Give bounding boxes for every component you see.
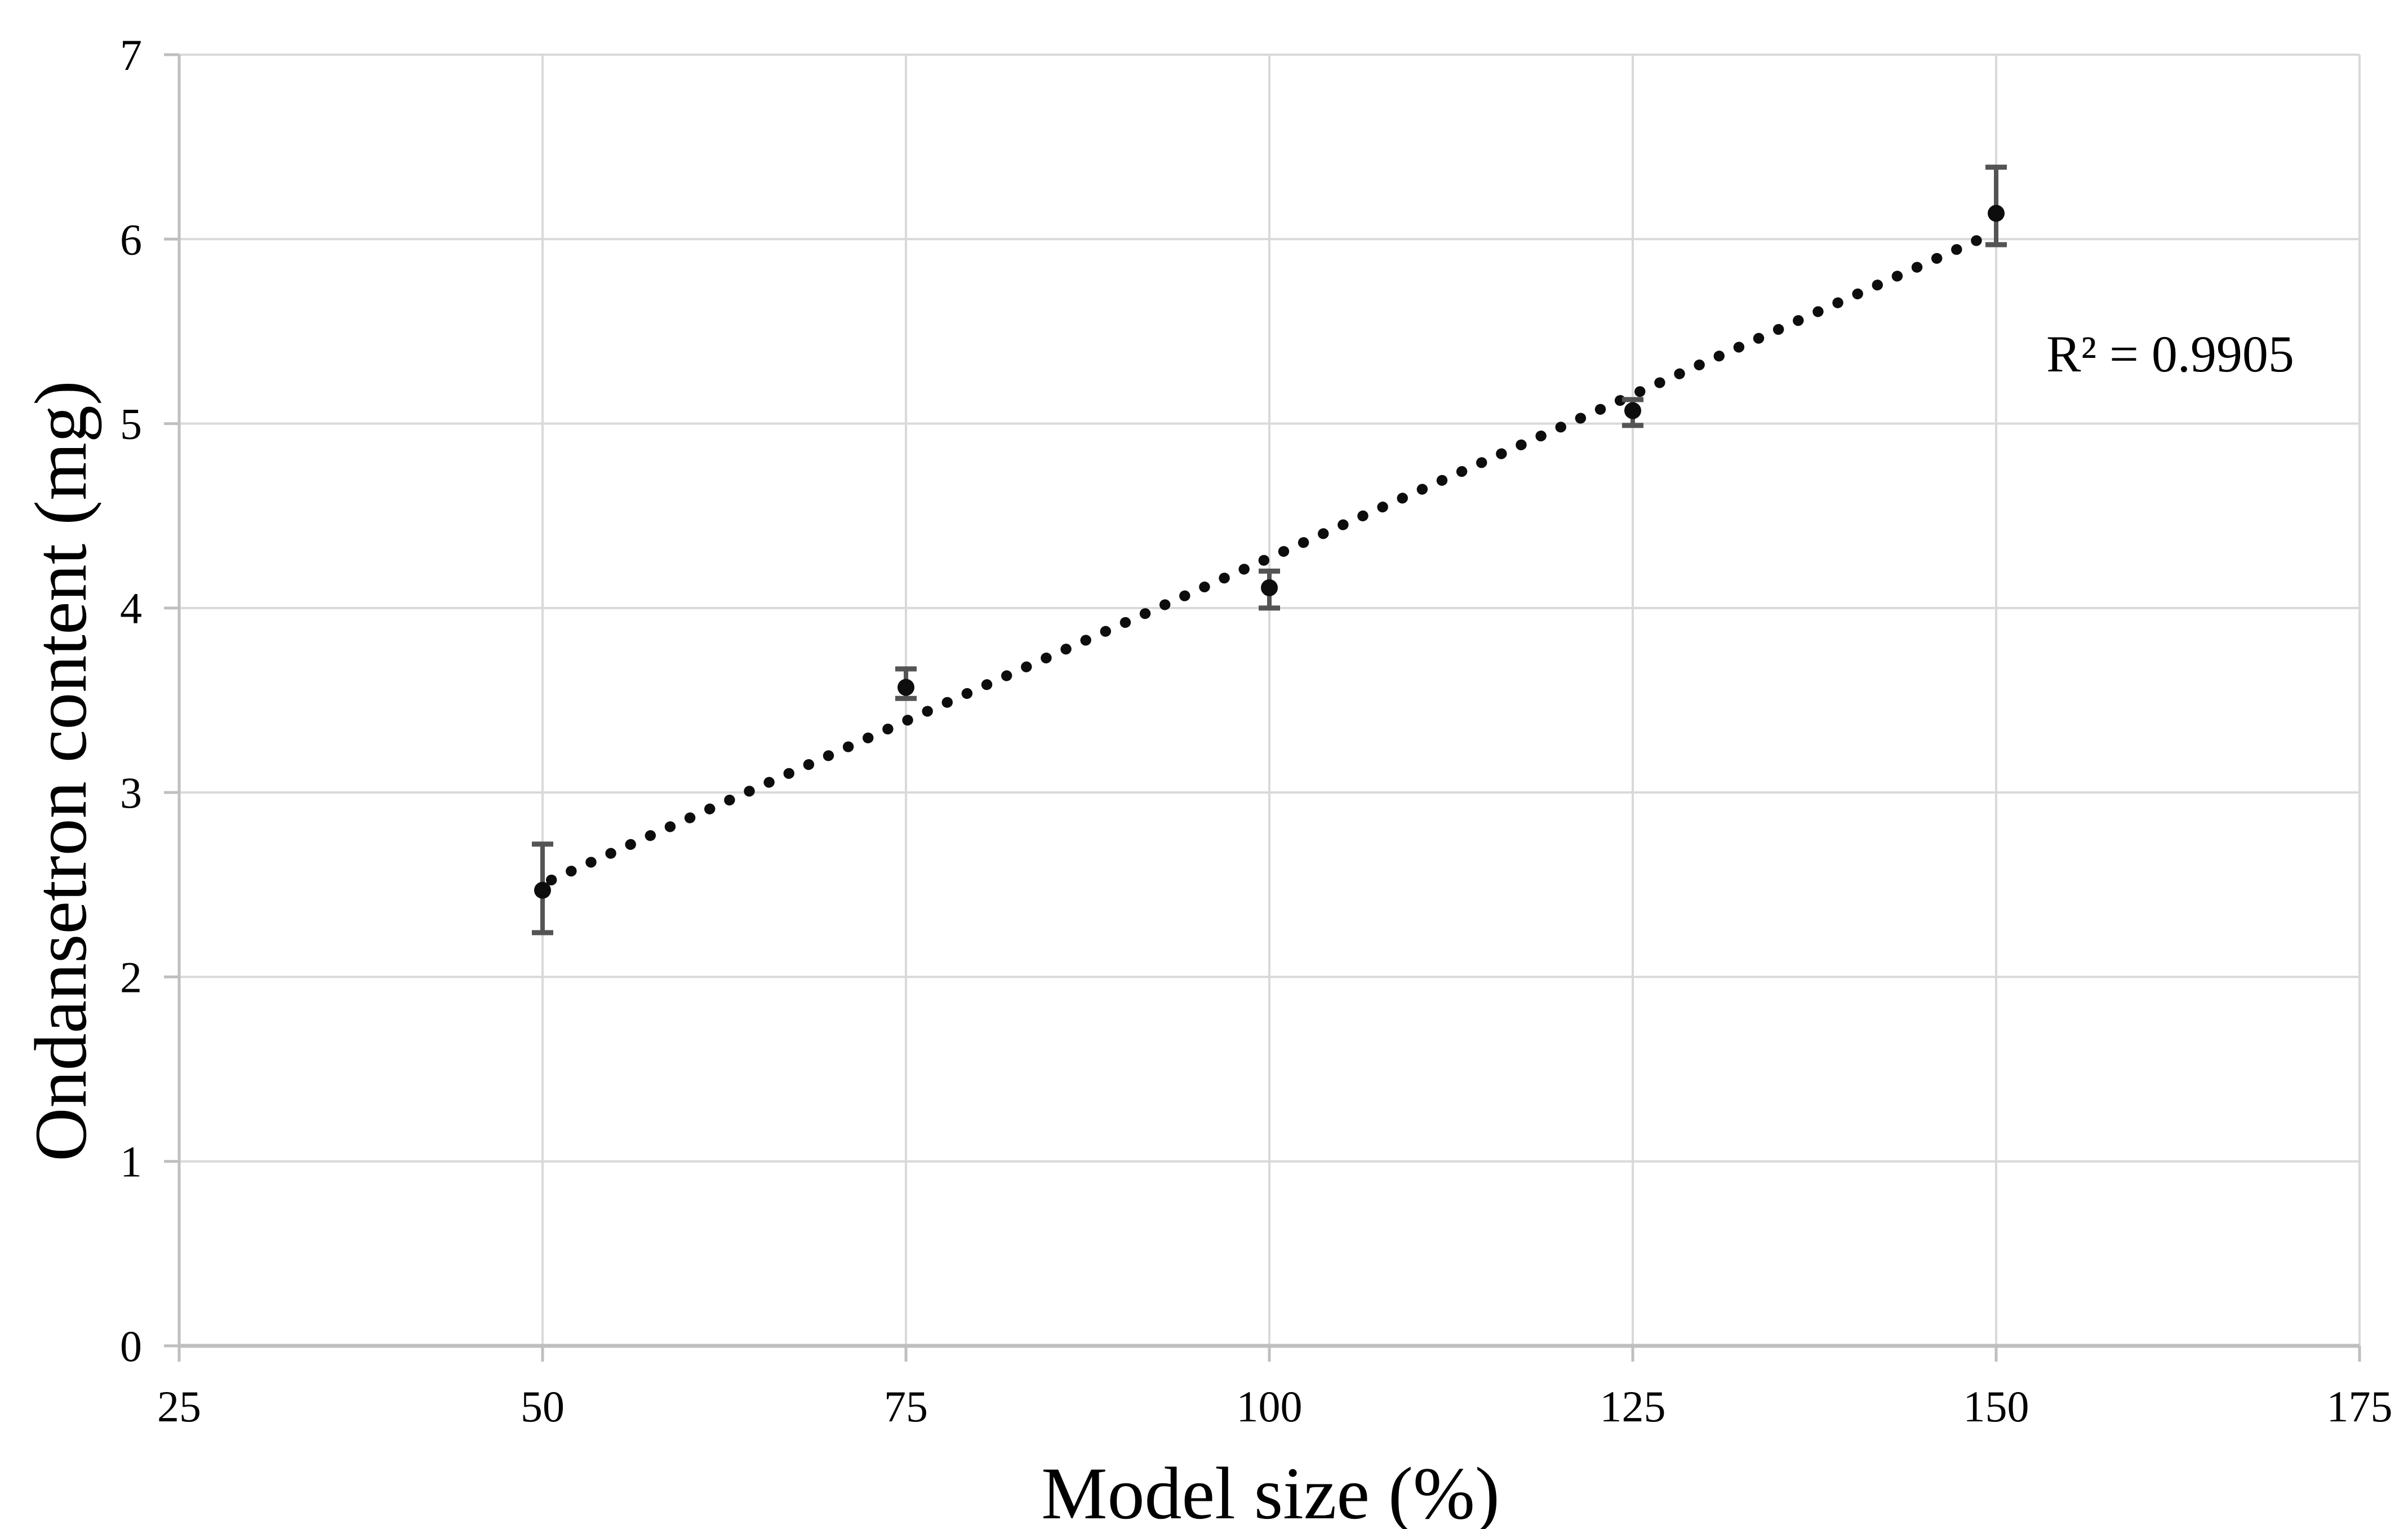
trendline-dotted [545, 229, 1994, 886]
y-tick-label: 7 [120, 30, 142, 79]
y-tick-label: 3 [120, 768, 142, 817]
y-tick-label: 5 [120, 400, 142, 449]
data-point-marker [1988, 205, 2005, 222]
data-point-marker [898, 679, 914, 696]
y-axis-title: Ondansetron content (mg) [19, 380, 102, 1162]
y-tick-label: 4 [120, 584, 142, 633]
y-tick-label: 0 [120, 1322, 142, 1371]
y-tick-label: 2 [120, 952, 142, 1001]
x-axis-title: Model size (%) [1041, 1452, 1500, 1529]
data-point-marker [534, 881, 551, 899]
data-point-marker [1624, 402, 1641, 419]
x-tick-label: 75 [884, 1382, 928, 1431]
y-tick-label: 6 [120, 215, 142, 264]
x-tick-label: 50 [521, 1382, 565, 1431]
r-squared-annotation: R² = 0.9905 [2046, 325, 2294, 383]
x-tick-label: 150 [1963, 1382, 2029, 1431]
x-tick-label: 125 [1600, 1382, 1666, 1431]
y-tick-label: 1 [120, 1137, 142, 1186]
x-tick-label: 175 [2327, 1382, 2393, 1431]
x-tick-label: 25 [157, 1382, 201, 1431]
data-point-marker [1261, 579, 1278, 596]
x-tick-label: 100 [1237, 1382, 1303, 1431]
